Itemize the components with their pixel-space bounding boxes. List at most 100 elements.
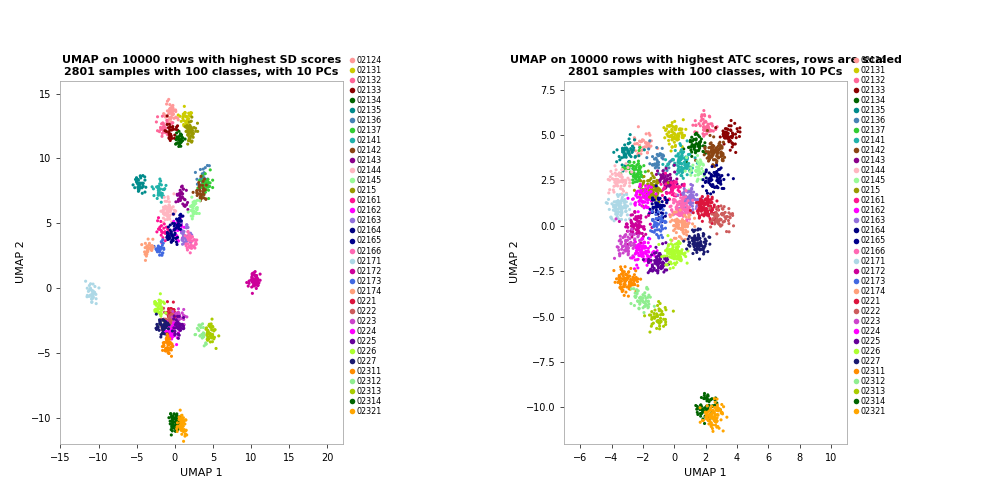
Point (161, 321, 177, 329)
Point (658, 238, 674, 246)
Point (678, 164, 695, 172)
Point (179, 246, 196, 254)
Point (176, 121, 193, 130)
Point (655, 185, 671, 194)
Point (203, 330, 219, 338)
Point (676, 219, 692, 227)
Point (172, 406, 188, 414)
Point (181, 125, 198, 134)
Point (634, 197, 650, 205)
Point (674, 198, 690, 206)
Point (152, 318, 168, 326)
Point (673, 165, 689, 173)
Point (732, 124, 748, 132)
Point (675, 174, 691, 182)
Point (153, 323, 169, 331)
Point (182, 235, 199, 243)
Point (675, 132, 691, 140)
Point (696, 126, 712, 134)
Point (626, 222, 642, 230)
Point (713, 406, 729, 414)
Point (701, 175, 717, 183)
Point (646, 302, 662, 310)
Point (724, 139, 740, 147)
Point (640, 252, 656, 260)
Point (614, 206, 630, 214)
Point (179, 228, 196, 236)
Point (159, 107, 175, 115)
Point (664, 128, 680, 136)
Point (709, 205, 725, 213)
Point (715, 218, 731, 226)
Point (613, 211, 629, 219)
Point (606, 148, 622, 156)
Point (183, 207, 200, 215)
Point (153, 309, 169, 318)
Point (248, 280, 264, 288)
Point (166, 190, 182, 198)
Point (156, 185, 172, 194)
Point (658, 266, 674, 274)
Point (161, 204, 177, 212)
Point (691, 139, 708, 147)
Point (178, 123, 195, 132)
Point (708, 168, 724, 176)
Point (715, 156, 731, 164)
Point (615, 145, 631, 153)
Point (179, 206, 196, 214)
Point (676, 202, 692, 210)
Point (699, 415, 715, 423)
Point (161, 338, 177, 346)
Point (618, 271, 634, 279)
Point (629, 241, 645, 249)
Point (650, 186, 666, 194)
Point (678, 231, 695, 239)
Point (674, 216, 690, 224)
Point (188, 186, 205, 195)
Point (664, 131, 680, 139)
Point (680, 210, 697, 218)
Point (672, 201, 688, 209)
Point (609, 191, 625, 199)
Point (159, 318, 175, 326)
Point (157, 323, 173, 331)
Point (171, 416, 187, 424)
Point (244, 273, 260, 281)
Point (630, 160, 646, 168)
Point (636, 177, 652, 185)
Point (648, 211, 664, 219)
Point (186, 197, 203, 205)
Point (205, 332, 221, 340)
Point (712, 171, 728, 179)
Point (676, 184, 692, 193)
Point (719, 125, 735, 133)
Point (663, 178, 679, 186)
Point (162, 308, 178, 316)
Point (697, 139, 713, 147)
Point (704, 151, 720, 159)
Point (679, 202, 696, 210)
Point (163, 306, 179, 314)
Point (650, 203, 666, 211)
Point (199, 340, 215, 348)
Point (620, 250, 636, 259)
Point (155, 208, 171, 216)
Point (616, 181, 632, 190)
Point (162, 332, 178, 340)
Point (649, 312, 665, 321)
Point (651, 214, 667, 222)
Point (156, 205, 172, 213)
Point (664, 216, 680, 224)
Point (641, 300, 657, 308)
Point (183, 240, 200, 248)
Point (705, 161, 721, 169)
Point (703, 170, 719, 178)
Point (684, 164, 701, 172)
Point (665, 243, 681, 251)
Point (635, 253, 651, 261)
Point (656, 262, 672, 270)
Point (628, 165, 644, 173)
Point (657, 156, 673, 164)
Point (178, 237, 195, 245)
Point (691, 161, 708, 169)
